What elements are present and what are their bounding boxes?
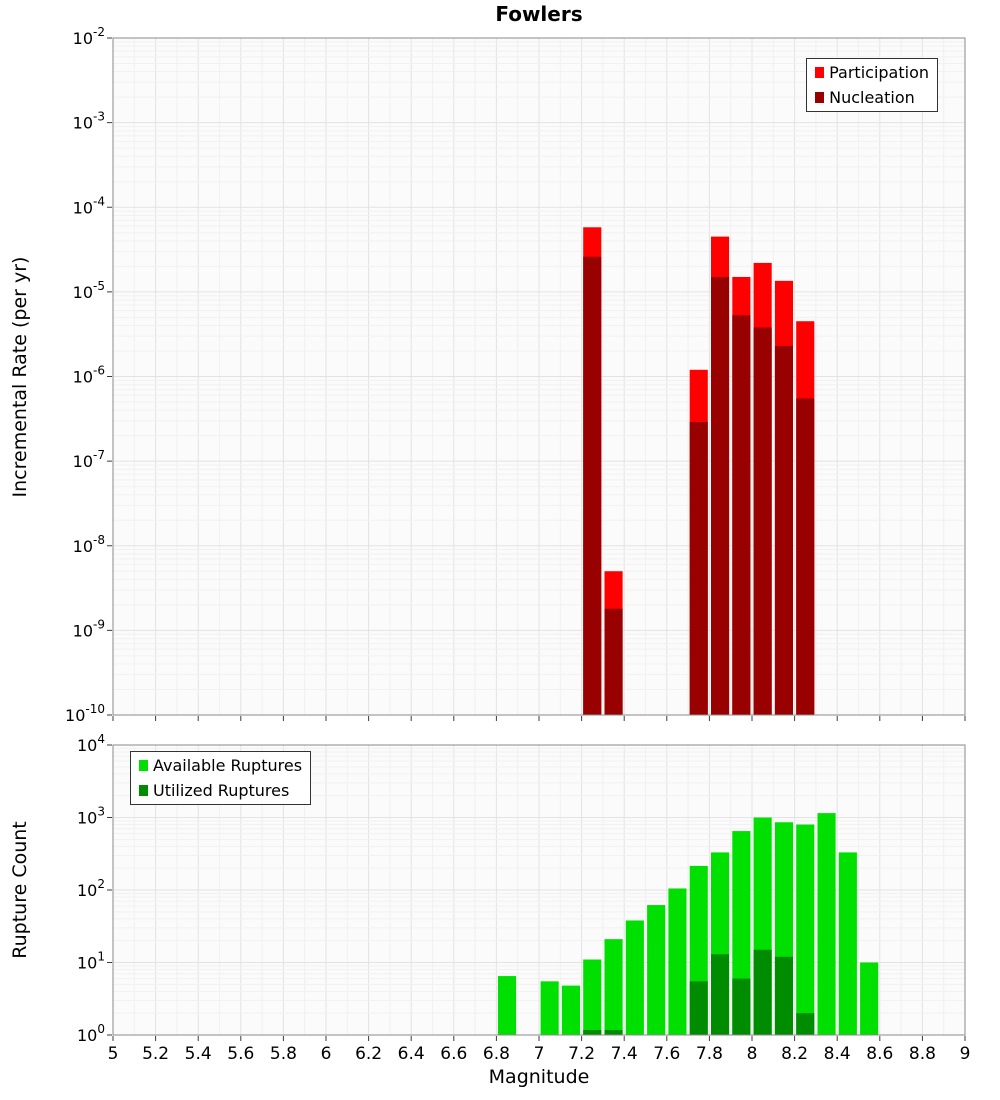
svg-text:10-10: 10-10 [65, 702, 105, 725]
svg-text:7.8: 7.8 [696, 1044, 723, 1064]
svg-text:5.6: 5.6 [227, 1044, 254, 1064]
legend-label: Nucleation [829, 88, 915, 108]
svg-text:10-6: 10-6 [73, 364, 105, 387]
svg-text:104: 104 [77, 732, 105, 755]
svg-text:8.6: 8.6 [866, 1044, 893, 1064]
svg-text:6.4: 6.4 [398, 1044, 425, 1064]
svg-text:10-3: 10-3 [73, 110, 105, 133]
svg-text:8.4: 8.4 [824, 1044, 851, 1064]
svg-text:10-2: 10-2 [73, 25, 105, 48]
svg-text:10-8: 10-8 [73, 533, 105, 556]
svg-text:7.2: 7.2 [568, 1044, 595, 1064]
legend-swatch-icon [815, 67, 825, 79]
svg-text:6.8: 6.8 [483, 1044, 510, 1064]
svg-text:8: 8 [747, 1044, 758, 1064]
count-legend: Available Ruptures Utilized Ruptures [130, 751, 312, 806]
svg-text:6.2: 6.2 [355, 1044, 382, 1064]
legend-swatch-icon [139, 760, 148, 772]
svg-text:10-4: 10-4 [73, 194, 105, 217]
svg-text:6: 6 [321, 1044, 332, 1064]
svg-text:10-9: 10-9 [73, 617, 105, 640]
legend-item: Utilized Ruptures [139, 781, 302, 800]
rate-y-axis-label: Incremental Rate (per yr) [9, 256, 31, 498]
rate-legend: Participation Nucleation [806, 58, 938, 113]
svg-text:8.2: 8.2 [781, 1044, 808, 1064]
svg-text:6.6: 6.6 [440, 1044, 467, 1064]
svg-text:7: 7 [534, 1044, 545, 1064]
legend-item: Nucleation [815, 88, 929, 107]
svg-text:103: 103 [77, 805, 105, 828]
legend-label: Utilized Ruptures [153, 781, 290, 801]
svg-text:7.6: 7.6 [653, 1044, 680, 1064]
legend-swatch-icon [139, 785, 148, 797]
svg-text:5: 5 [108, 1044, 119, 1064]
legend-swatch-icon [815, 92, 825, 104]
legend-item: Available Ruptures [139, 756, 302, 775]
legend-item: Participation [815, 63, 929, 82]
svg-text:5.2: 5.2 [142, 1044, 169, 1064]
svg-text:10-5: 10-5 [73, 279, 105, 302]
x-axis-label: Magnitude [488, 1066, 590, 1088]
svg-text:5.4: 5.4 [185, 1044, 212, 1064]
chart-title: Fowlers [495, 2, 583, 26]
svg-text:102: 102 [77, 877, 105, 900]
svg-text:5.8: 5.8 [270, 1044, 297, 1064]
svg-text:101: 101 [77, 950, 105, 973]
count-y-axis-label: Rupture Count [9, 821, 31, 959]
legend-label: Available Ruptures [153, 756, 303, 775]
svg-text:8.8: 8.8 [909, 1044, 936, 1064]
svg-text:7.4: 7.4 [611, 1044, 638, 1064]
svg-text:9: 9 [960, 1044, 971, 1064]
legend-label: Participation [829, 63, 929, 82]
svg-text:10-7: 10-7 [73, 448, 105, 471]
svg-text:100: 100 [77, 1022, 105, 1045]
